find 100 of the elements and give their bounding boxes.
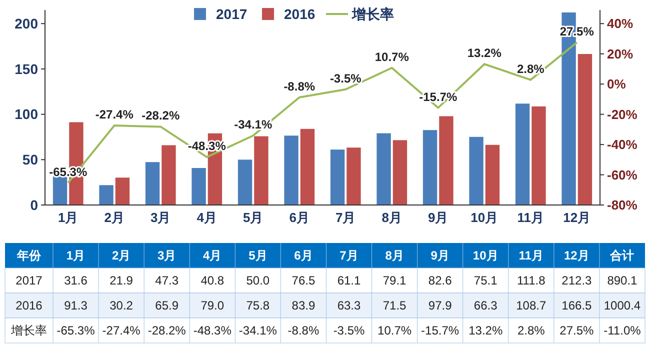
data-label: -15.7% [421,324,460,338]
x-tick-label: 4月 [196,210,217,225]
bar [254,136,268,205]
category-label: 4月 [203,248,222,263]
category-label: 7月 [340,248,358,263]
data-label: 63.3 [337,298,361,313]
y2-tick-label: 0% [607,76,626,92]
bar [145,162,160,205]
data-label: -48.3% [193,324,232,338]
y2-tick-label: -20% [607,106,638,122]
x-tick-label: 9月 [428,210,448,225]
category-label: 8月 [385,248,404,263]
bar [532,106,546,205]
bar [330,150,345,205]
category-label: 3月 [158,248,176,263]
bar [52,176,68,205]
y2-tick-label: 40% [607,16,634,32]
data-label: -34.1% [238,324,278,338]
data-label: 21.9 [110,274,134,288]
legend-label: 2016 [284,6,316,22]
x-tick-label: 10月 [470,210,498,225]
data-label: 83.9 [292,298,316,313]
data-label: 97.9 [428,298,452,313]
data-label: 212.3 [562,274,592,288]
y2-tick-label: -60% [607,167,638,182]
bar [578,54,592,205]
text: 890.1 [607,274,638,288]
text: 13.2% [467,46,502,60]
y2-tick-label: -40% [607,137,638,152]
bar [300,128,315,205]
data-label: 75.8 [246,298,270,313]
category-label: 10月 [472,248,498,263]
data-label: -28.2% [148,324,186,338]
data-label: 13.2% [468,324,503,338]
bar [439,116,454,205]
category-label: 1月 [66,248,86,263]
legend-label: 增长率 [351,6,394,22]
bar [238,160,252,205]
x-tick-label: 6月 [289,210,310,225]
data-label: -8.8% [288,324,320,338]
bar [392,140,408,205]
legend-label: 2017 [216,6,248,22]
bar [115,178,130,205]
category-label: 5月 [248,248,268,263]
data-label: 31.6 [64,274,88,288]
y2-tick-label: -80% [607,198,638,213]
data-label: 111.8 [517,274,546,288]
text: -8.8% [284,79,316,94]
data-label: 108.7 [516,298,546,313]
x-tick-label: 11月 [517,210,544,225]
data-label: -3.5% [333,324,365,338]
bar [284,136,298,205]
text: 合计 [609,248,634,263]
bar [99,185,114,205]
text: 2.8% [516,62,544,76]
data-label: 27.5% [560,324,594,338]
bar [422,130,438,205]
data-label: -65.3% [56,324,96,338]
x-tick-label: 1月 [58,210,78,225]
y-tick-label: 150 [14,60,38,77]
data-label: 2.8% [517,324,546,338]
data-label: 66.3 [474,298,498,313]
text: 年份 [16,248,42,263]
data-label: 91.3 [64,298,88,313]
bar [192,168,206,205]
data-label: 65.9 [155,298,179,313]
text: 10.7% [374,50,409,64]
category-label: 11月 [518,248,544,263]
x-tick-label: 3月 [150,210,171,225]
text: -3.5% [330,71,362,86]
y-tick-label: 100 [14,106,38,122]
data-label: 40.8 [200,274,224,288]
data-label: 82.6 [428,274,452,288]
data-label: 76.5 [292,274,316,288]
text: -28.2% [142,108,180,123]
text: 1000.4 [604,298,641,313]
y2-tick-label: 20% [607,46,634,62]
data-label: 79.0 [200,298,224,313]
bar [162,145,176,205]
x-tick-label: 5月 [243,210,264,225]
data-label: 61.1 [337,274,361,288]
data-label: 10.7% [378,324,412,338]
x-tick-label: 12月 [563,210,591,225]
y-tick-label: 50 [22,152,38,168]
data-label: 166.5 [562,298,592,313]
x-tick-label: 8月 [382,210,402,225]
data-label: 79.1 [382,274,407,288]
category-label: 2月 [112,248,131,263]
data-label: 47.3 [155,274,179,288]
bar [346,148,361,205]
data-label: 30.2 [110,298,134,313]
y-tick-label: 200 [14,16,38,32]
text: -11.0% [604,324,642,338]
x-tick-label: 2月 [104,210,124,225]
x-tick-label: 7月 [336,210,356,225]
category-label: 6月 [294,248,313,263]
bar [376,133,391,205]
y-tick-label: 0 [30,196,38,213]
category-label: 12月 [564,248,590,263]
data-label: 75.1 [474,274,498,288]
